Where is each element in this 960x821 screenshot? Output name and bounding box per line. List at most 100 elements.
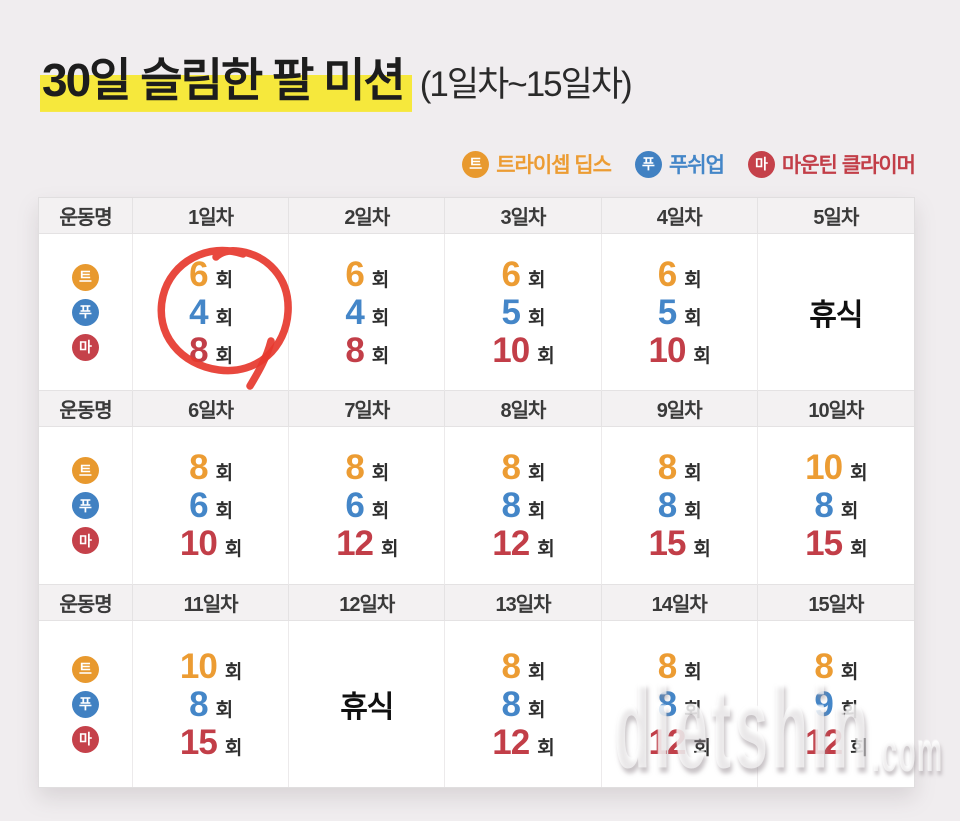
rep-unit: 회 <box>527 661 546 683</box>
rep-unit: 회 <box>527 307 546 329</box>
pushup-badge-icon: 푸 <box>72 298 99 326</box>
rep-unit: 회 <box>684 699 702 721</box>
column-header-exercise: 운동명 <box>39 198 133 234</box>
legend-item-mountain-climber: 마 마운틴 클라이머 <box>747 149 916 179</box>
column-header-day-2: 2일차 <box>289 198 446 234</box>
column-header-day-14: 14일차 <box>601 585 758 621</box>
rep-count: 8 <box>814 486 833 525</box>
rep-count: 8 <box>189 330 208 370</box>
rep-count: 4 <box>345 292 364 332</box>
rep-count: 6 <box>657 254 677 294</box>
column-header-day-7: 7일차 <box>289 391 446 427</box>
rep-unit: 회 <box>840 661 859 683</box>
rep-unit: 회 <box>684 269 702 291</box>
rep-count: 12 <box>648 722 686 762</box>
day-11-triceps-reps: 10 회 <box>179 646 242 686</box>
rep-unit: 회 <box>527 269 546 291</box>
day-7-mountain-reps: 12 회 <box>336 524 398 563</box>
column-header-day-13: 13일차 <box>445 585 602 621</box>
title-day-range: (1일차~15일차) <box>419 65 633 104</box>
rep-unit: 회 <box>850 539 868 560</box>
column-header-day-11: 11일차 <box>133 585 290 621</box>
column-header-day-5: 5일차 <box>757 198 914 234</box>
column-header-day-8: 8일차 <box>445 391 602 427</box>
rep-unit: 회 <box>215 699 234 721</box>
triceps-dips-badge-icon: 트 <box>72 263 99 291</box>
rep-count: 10 <box>492 330 530 370</box>
day-15-mountain-reps: 12 회 <box>805 725 867 760</box>
day-13-mountain-reps: 12 회 <box>492 725 555 760</box>
column-header-day-1: 1일차 <box>133 198 290 234</box>
day-9-mountain-reps: 15 회 <box>648 524 710 563</box>
column-header-day-9: 9일차 <box>601 391 758 427</box>
rep-count: 8 <box>657 646 677 686</box>
rep-count: 15 <box>179 722 218 762</box>
rep-count: 12 <box>492 524 530 563</box>
column-header-day-6: 6일차 <box>133 391 290 427</box>
day-10-mountain-reps: 15 회 <box>805 526 868 561</box>
rep-unit: 회 <box>215 307 234 329</box>
rep-unit: 회 <box>684 307 702 329</box>
pushup-badge-icon: 푸 <box>72 690 99 718</box>
legend-item-pushup: 푸 푸쉬업 <box>634 149 725 179</box>
rep-unit: 회 <box>215 345 234 367</box>
rep-count: 8 <box>657 684 677 724</box>
rep-unit: 회 <box>684 463 702 484</box>
exercise-icons-column: 트 푸 마 <box>39 427 133 585</box>
column-header-day-12: 12일차 <box>289 585 446 621</box>
rep-count: 8 <box>814 646 833 686</box>
rep-count: 8 <box>657 486 677 525</box>
rep-count: 8 <box>345 448 364 487</box>
rep-unit: 회 <box>215 501 234 522</box>
day-6-mountain-reps: 10 회 <box>179 524 243 563</box>
column-header-day-10: 10일차 <box>757 391 914 427</box>
rep-count: 4 <box>189 292 208 332</box>
legend-label: 푸쉬업 <box>668 154 725 177</box>
column-header-day-4: 4일차 <box>601 198 758 234</box>
exercise-legend: 트 트라이셉 딥스 푸 푸쉬업 마 마운틴 클라이머 <box>462 149 916 179</box>
rep-count: 10 <box>179 646 218 686</box>
rep-unit: 회 <box>684 501 702 522</box>
rep-count: 8 <box>501 684 521 724</box>
rep-unit: 회 <box>693 345 711 367</box>
rep-unit: 회 <box>224 539 243 560</box>
triceps-dips-badge-icon: 트 <box>462 150 490 178</box>
exercise-icons-column: 트 푸 마 <box>39 234 133 391</box>
rep-count: 12 <box>336 524 374 563</box>
rep-unit: 회 <box>537 345 555 367</box>
rep-unit: 회 <box>537 737 555 759</box>
mountain-climber-badge-icon: 마 <box>747 150 775 178</box>
rep-count: 6 <box>189 486 208 525</box>
table-section-days-11-15: 운동명 11일차 12일차 13일차 14일차 15일차 트 푸 마 10 회 8… <box>39 585 914 787</box>
rep-count: 10 <box>179 524 218 563</box>
rep-unit: 회 <box>527 699 546 721</box>
rest-label: 휴식 <box>809 299 863 332</box>
rep-count: 15 <box>648 524 686 563</box>
rep-unit: 회 <box>371 345 390 367</box>
rep-unit: 회 <box>693 737 711 759</box>
rep-count: 8 <box>345 330 364 370</box>
